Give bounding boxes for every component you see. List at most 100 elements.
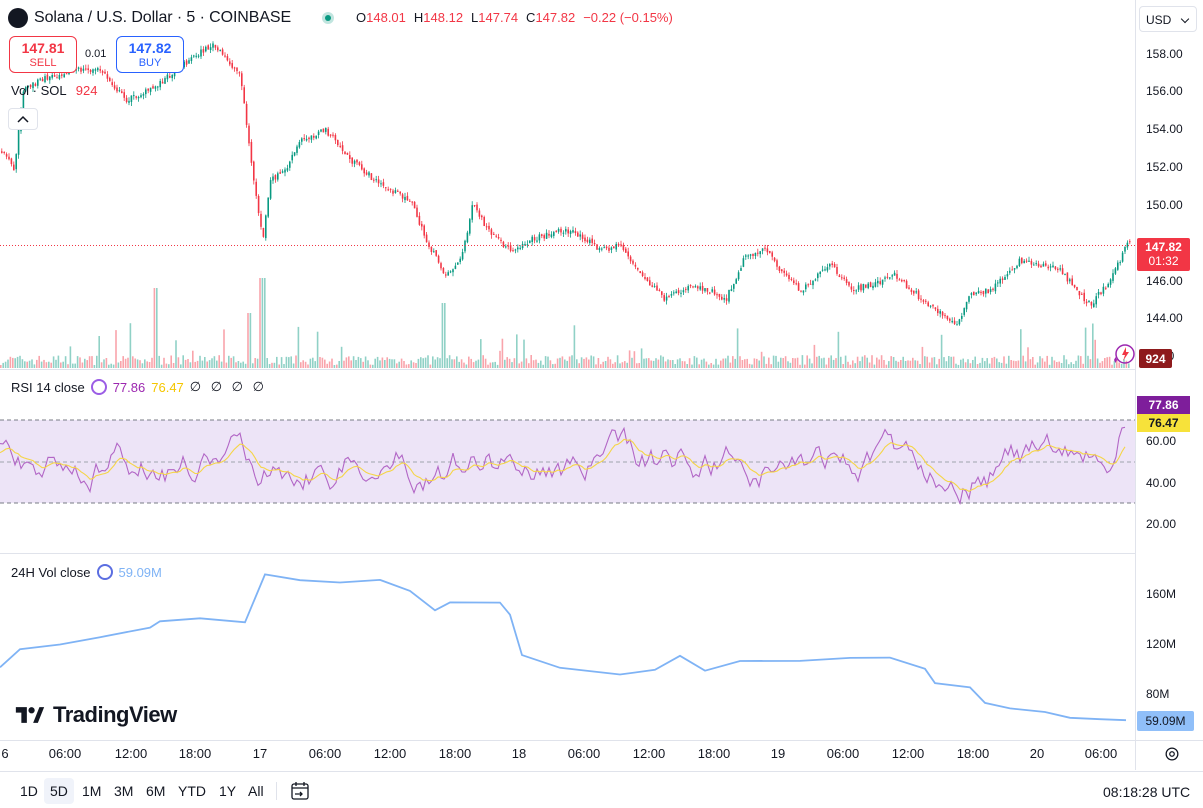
- range-button-ytd[interactable]: YTD: [178, 783, 206, 799]
- candle-body: [651, 285, 653, 287]
- symbol-title[interactable]: Solana / U.S. Dollar · 5 · COINBASE: [34, 9, 292, 26]
- buy-button[interactable]: 147.82 BUY: [116, 36, 184, 73]
- volume-bar: [813, 344, 816, 368]
- candle-body: [769, 251, 771, 253]
- volume-bar: [640, 348, 643, 368]
- candle-body: [524, 244, 526, 246]
- volume-bar: [302, 360, 304, 368]
- candle-body: [89, 70, 92, 72]
- sell-button[interactable]: 147.81 SELL: [9, 36, 77, 73]
- volume-bar: [1075, 360, 1077, 368]
- volume-bar: [513, 358, 516, 368]
- volume-bar: [859, 361, 861, 368]
- volume-bar: [79, 357, 81, 368]
- volume-bar: [897, 361, 900, 368]
- volume-bar: [1044, 361, 1046, 368]
- gear-icon[interactable]: [1163, 745, 1181, 763]
- candle-body: [433, 251, 435, 253]
- candle-body: [963, 308, 965, 315]
- currency-select[interactable]: USD: [1139, 6, 1197, 32]
- candle-body: [788, 274, 790, 280]
- range-button-1d[interactable]: 1D: [20, 783, 38, 799]
- volume-bar: [823, 357, 825, 368]
- candle-body: [824, 269, 826, 271]
- candle-body: [315, 135, 317, 139]
- candle-body: [975, 292, 977, 295]
- candle-body: [596, 244, 598, 250]
- candle-body: [831, 263, 833, 265]
- candle-body: [519, 247, 521, 249]
- volume-bar: [376, 356, 379, 368]
- rsi-legend[interactable]: RSI 14 close 77.86 76.47 ∅ ∅ ∅ ∅: [11, 379, 267, 395]
- candle-body: [313, 135, 315, 138]
- candle-body: [697, 286, 699, 289]
- market-status-icon[interactable]: [322, 12, 334, 24]
- utc-clock[interactable]: 08:18:28 UTC: [1103, 784, 1191, 800]
- range-button-5d[interactable]: 5D: [44, 778, 74, 804]
- candle-body: [1, 151, 3, 153]
- candle-body: [1009, 270, 1011, 273]
- time-tick-label: 12:00: [891, 746, 925, 761]
- time-axis[interactable]: 6 06:00 12:00 18:00 17 06:00 12:00 18:00 18 06:00…: [0, 742, 1135, 766]
- volume-bar: [237, 361, 240, 368]
- volume-bar: [734, 358, 736, 368]
- range-button-1y[interactable]: 1Y: [219, 783, 237, 799]
- volume-bar: [624, 361, 626, 368]
- volume-bar: [952, 356, 955, 368]
- candle-body: [320, 129, 322, 132]
- buy-price: 147.82: [128, 40, 172, 56]
- candle-body: [353, 160, 356, 164]
- candle-body: [1004, 277, 1006, 280]
- candle-body: [574, 231, 577, 233]
- volume-bar: [417, 358, 420, 368]
- volume-bar: [1048, 364, 1051, 368]
- volume-bar: [655, 358, 657, 368]
- candle-body: [764, 247, 766, 249]
- candle-body: [488, 225, 490, 230]
- collapse-legend-button[interactable]: [8, 108, 38, 130]
- volume-bar: [506, 357, 508, 368]
- lightning-alert-icon[interactable]: [1111, 342, 1137, 368]
- candle-body: [1057, 268, 1059, 270]
- volume-bar: [350, 360, 352, 368]
- volume-bar: [81, 362, 84, 368]
- candle-body: [891, 275, 893, 277]
- candle-body: [1097, 292, 1100, 295]
- volume-bar: [408, 364, 410, 368]
- candle-body: [274, 175, 277, 180]
- volume-bar: [1118, 362, 1120, 368]
- price-tick-label: 152.00: [1146, 160, 1183, 174]
- volume-legend[interactable]: Vol · SOL 924: [11, 83, 97, 98]
- volume-bar: [420, 357, 422, 368]
- volume-bar: [31, 359, 33, 368]
- volume-bar: [804, 364, 806, 368]
- volume-bar: [904, 361, 907, 368]
- volume-bar: [283, 364, 285, 368]
- volume-bar: [1084, 327, 1087, 368]
- vol24-legend[interactable]: 24H Vol close 59.09M: [11, 564, 162, 580]
- volume-bar: [847, 361, 849, 368]
- volume-bar: [201, 360, 204, 368]
- volume-bar: [105, 358, 108, 368]
- volume-bar: [468, 356, 470, 368]
- volume-bar: [945, 361, 948, 368]
- volume-bar: [129, 323, 132, 368]
- range-button-6m[interactable]: 6M: [146, 783, 166, 799]
- candle-body: [1129, 241, 1131, 243]
- range-button-3m[interactable]: 3M: [114, 783, 134, 799]
- tradingview-logo[interactable]: TradingView: [13, 702, 177, 728]
- volume-bar: [616, 355, 619, 368]
- range-button-1m[interactable]: 1M: [82, 783, 102, 799]
- candle-body: [298, 142, 301, 148]
- calendar-goto-icon[interactable]: [289, 780, 311, 802]
- rsi-ma-line: [0, 438, 1126, 493]
- candle-body: [385, 187, 387, 189]
- candle-body: [800, 290, 802, 292]
- range-button-all[interactable]: All: [248, 783, 264, 799]
- candle-body: [517, 247, 519, 250]
- candle-body: [1085, 301, 1088, 304]
- candle-body: [1109, 279, 1112, 285]
- volume-bar: [484, 358, 487, 368]
- candle-body: [233, 67, 236, 69]
